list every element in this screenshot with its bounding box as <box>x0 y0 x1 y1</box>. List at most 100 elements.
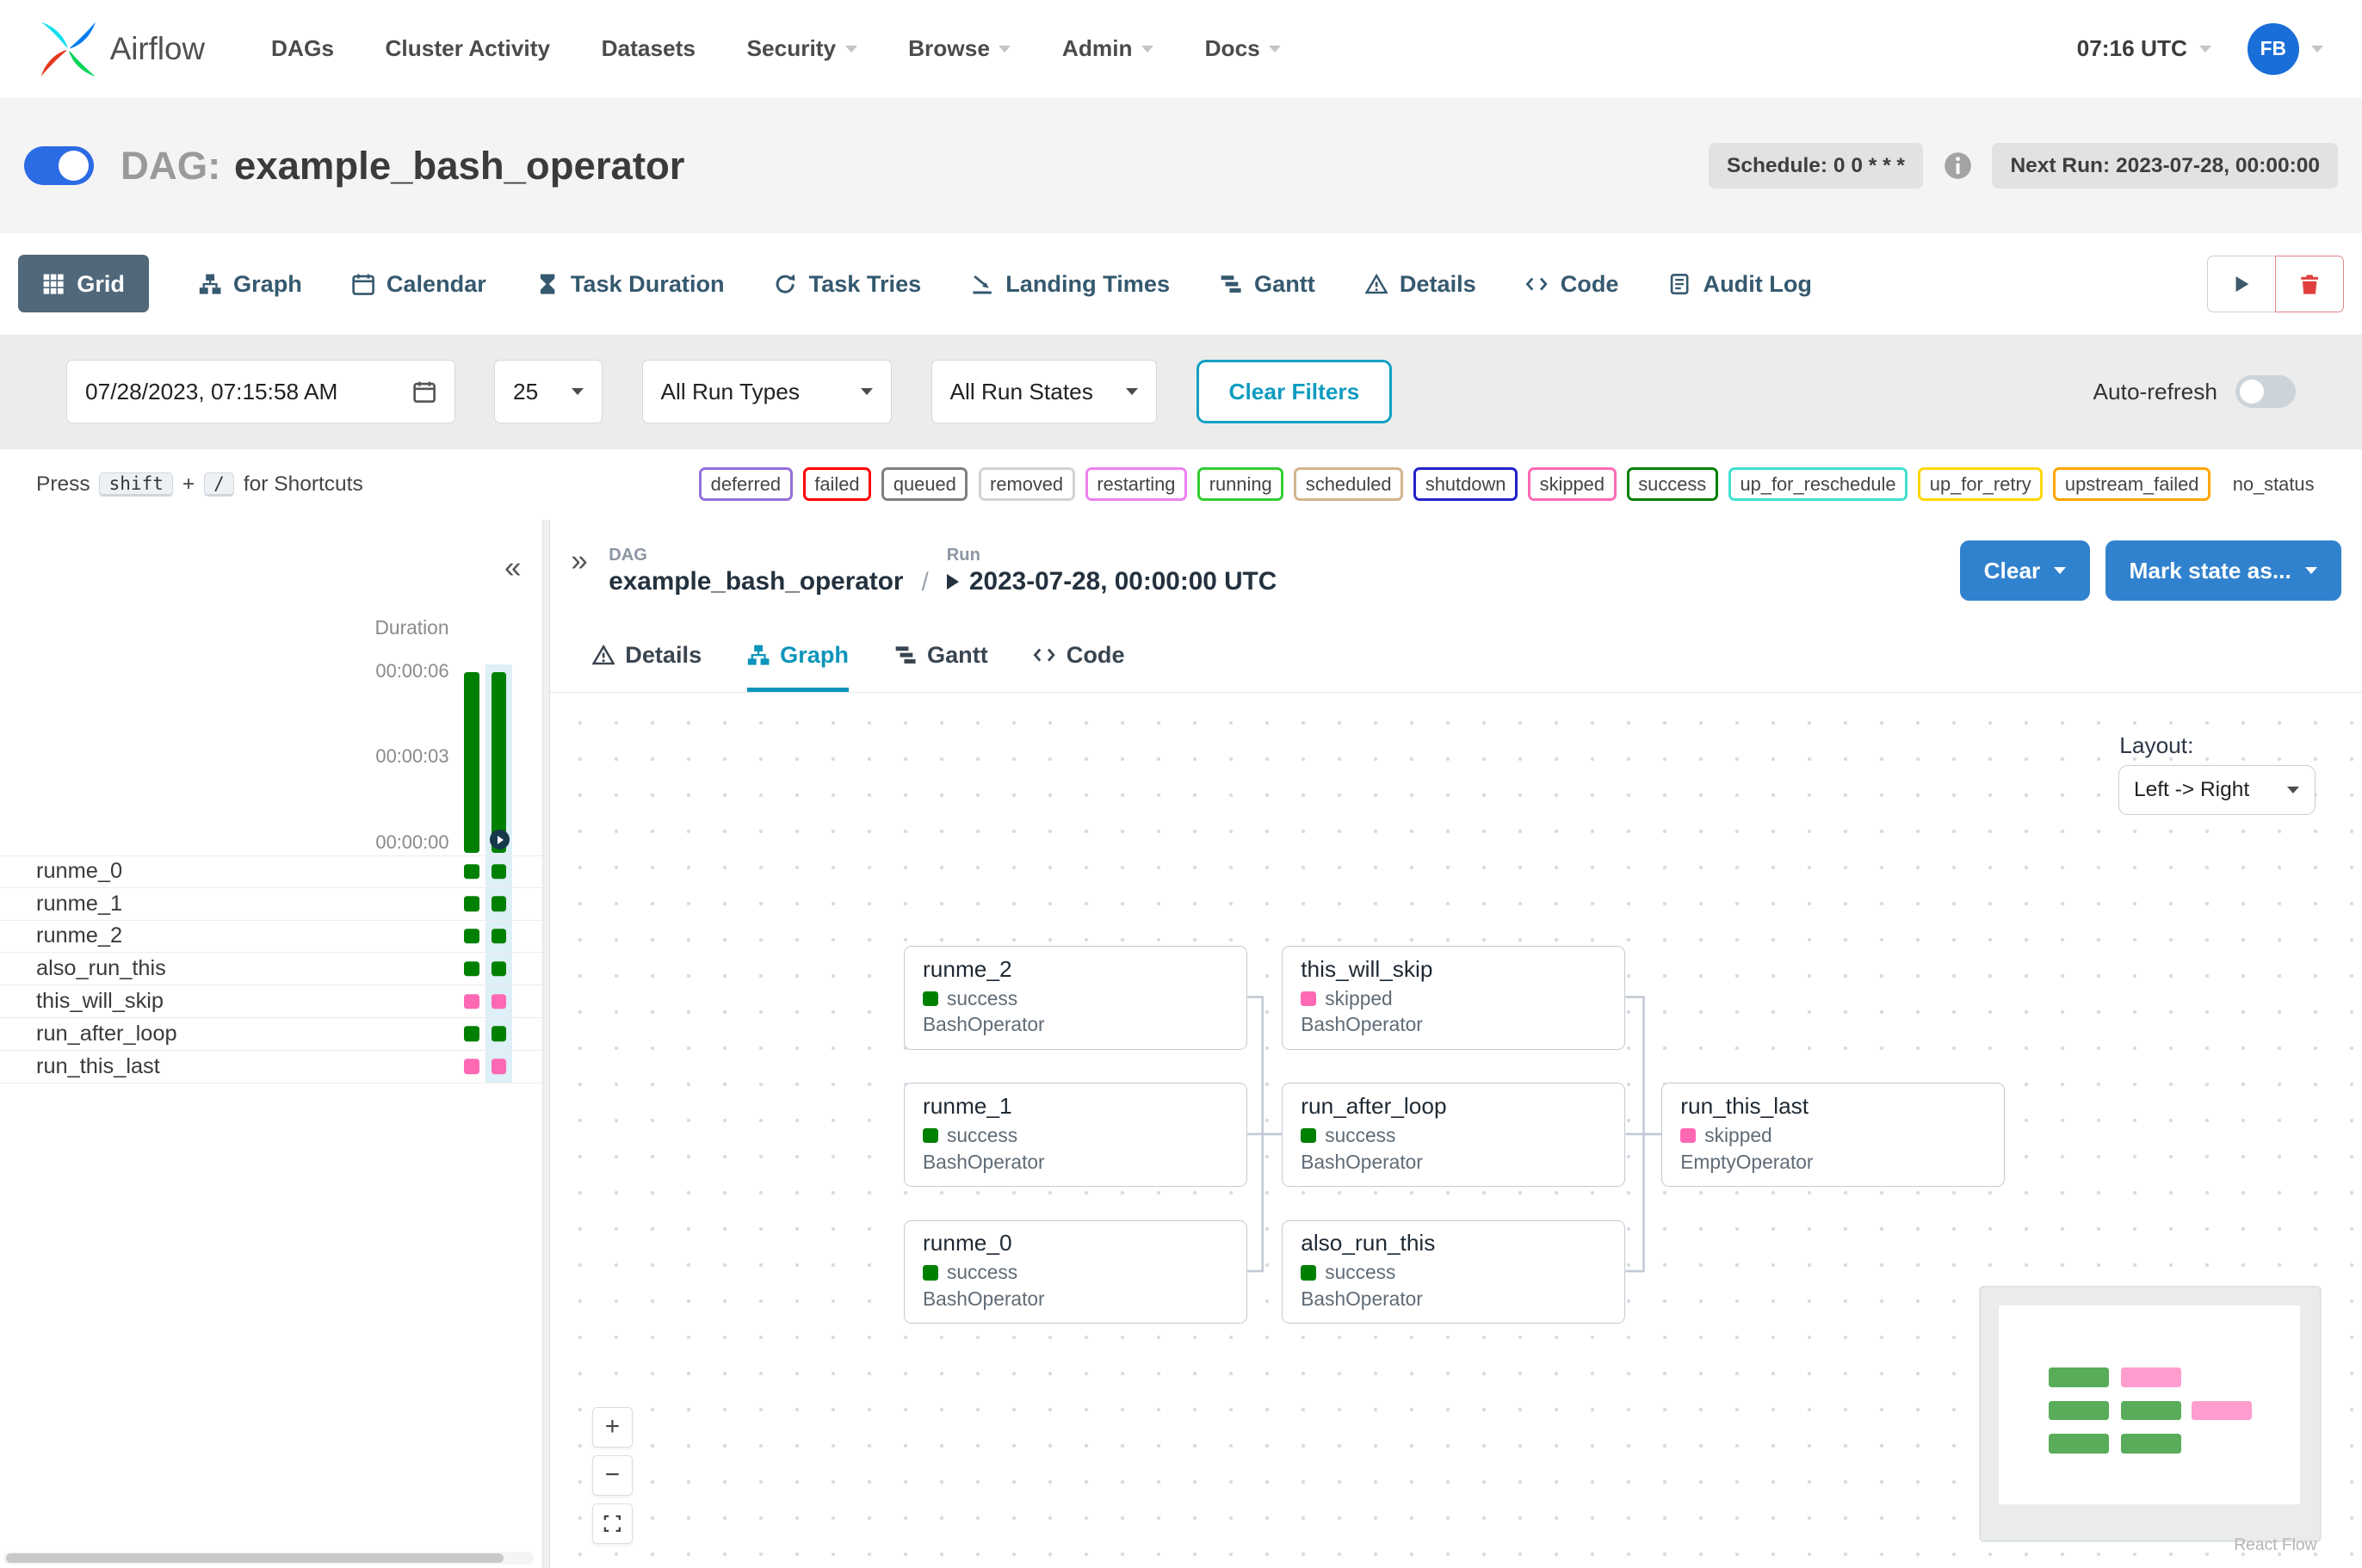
run-tab-graph[interactable]: Graph <box>746 622 849 692</box>
nav-admin[interactable]: Admin <box>1062 35 1154 62</box>
legend-queued[interactable]: queued <box>881 467 968 502</box>
task-instance-square[interactable] <box>491 1059 506 1074</box>
layout-select[interactable]: Left -> Right <box>2118 765 2316 815</box>
clear-run-button[interactable]: Clear <box>1959 540 2091 602</box>
nav-cluster-activity[interactable]: Cluster Activity <box>385 35 551 62</box>
legend-skipped[interactable]: skipped <box>1528 467 1617 502</box>
task-instance-square[interactable] <box>464 993 479 1009</box>
tab-graph[interactable]: Graph <box>199 270 302 298</box>
task-node-runme_2[interactable]: runme_2 success BashOperator <box>904 946 1247 1050</box>
task-node-title: runme_0 <box>923 1230 1012 1256</box>
user-menu[interactable]: FB <box>2248 23 2323 75</box>
task-instance-square[interactable] <box>491 961 506 977</box>
auto-refresh-toggle[interactable] <box>2235 374 2296 409</box>
info-icon[interactable] <box>1943 151 1973 181</box>
legend-restarting[interactable]: restarting <box>1085 467 1187 502</box>
tab-details[interactable]: Details <box>1364 270 1476 298</box>
task-instance-square[interactable] <box>491 1026 506 1042</box>
run-duration-bar-selected[interactable] <box>491 671 506 853</box>
timezone-menu[interactable]: 07:16 UTC <box>2077 35 2211 62</box>
task-row-runme_2[interactable]: runme_2 <box>0 921 542 954</box>
task-row-run_after_loop[interactable]: run_after_loop <box>0 1018 542 1051</box>
delete-dag-button[interactable] <box>2274 255 2344 313</box>
tab-grid[interactable]: Grid <box>18 255 149 313</box>
tab-audit-log[interactable]: Audit Log <box>1668 270 1812 298</box>
zoom-out-button[interactable]: − <box>591 1454 633 1496</box>
legend-up-for-retry[interactable]: up_for_retry <box>1918 467 2044 502</box>
task-instance-square[interactable] <box>464 864 479 880</box>
legend-deferred[interactable]: deferred <box>699 467 793 502</box>
legend-scheduled[interactable]: scheduled <box>1294 467 1404 502</box>
clear-filters-button[interactable]: Clear Filters <box>1196 360 1393 423</box>
run-tab-gantt[interactable]: Gantt <box>894 622 988 692</box>
task-instance-square[interactable] <box>464 1026 479 1042</box>
panel-resize-handle[interactable] <box>542 519 550 1568</box>
layout-value: Left -> Right <box>2134 777 2250 801</box>
chevron-down-icon <box>2054 567 2067 574</box>
run-tab-code[interactable]: Code <box>1033 622 1125 692</box>
graph-canvas[interactable]: Layout: Left -> Right <box>549 693 2362 1568</box>
nav-security[interactable]: Security <box>747 35 857 62</box>
task-instance-square[interactable] <box>491 929 506 944</box>
mark-state-button[interactable]: Mark state as... <box>2105 540 2341 602</box>
legend-no-status[interactable]: no_status <box>2221 467 2326 502</box>
task-node-run_this_last[interactable]: run_this_last skipped EmptyOperator <box>1661 1083 2006 1187</box>
expand-panel-icon[interactable]: » <box>571 543 588 577</box>
nav-docs[interactable]: Docs <box>1205 35 1282 62</box>
react-flow-attribution[interactable]: React Flow <box>2234 1536 2317 1554</box>
task-row-runme_0[interactable]: runme_0 <box>0 855 542 888</box>
fullscreen-button[interactable] <box>591 1503 633 1544</box>
tab-task-tries[interactable]: Task Tries <box>774 270 921 298</box>
task-row-this_will_skip[interactable]: this_will_skip <box>0 985 542 1018</box>
tab-code[interactable]: Code <box>1525 270 1619 298</box>
code-icon <box>1033 648 1055 662</box>
task-node-also_run_this[interactable]: also_run_this success BashOperator <box>1282 1219 1626 1324</box>
legend-success[interactable]: success <box>1626 467 1718 502</box>
task-node-run_after_loop[interactable]: run_after_loop success BashOperator <box>1282 1083 1626 1187</box>
nav-dags[interactable]: DAGs <box>271 35 334 62</box>
task-instance-square[interactable] <box>464 961 479 977</box>
tab-landing-times[interactable]: Landing Times <box>971 270 1170 298</box>
breadcrumb-dag[interactable]: DAG example_bash_operator <box>609 546 903 596</box>
legend-removed[interactable]: removed <box>978 467 1075 502</box>
run-duration-bar[interactable] <box>464 671 479 853</box>
airflow-home-link[interactable]: Airflow <box>40 21 205 78</box>
run-tab-details[interactable]: Details <box>591 622 702 692</box>
base-date-input[interactable]: 07/28/2023, 07:15:58 AM <box>66 360 455 423</box>
task-node-this_will_skip[interactable]: this_will_skip skipped BashOperator <box>1282 946 1626 1050</box>
task-row-also_run_this[interactable]: also_run_this <box>0 953 542 986</box>
legend-failed[interactable]: failed <box>802 467 872 502</box>
task-instance-square[interactable] <box>491 864 506 880</box>
task-node-runme_1[interactable]: runme_1 success BashOperator <box>904 1083 1247 1187</box>
task-instance-square[interactable] <box>464 1059 479 1074</box>
legend-upstream-failed[interactable]: upstream_failed <box>2053 467 2211 502</box>
scrollbar-thumb[interactable] <box>6 1553 504 1563</box>
hourglass-icon <box>540 274 554 294</box>
legend-up-for-reschedule[interactable]: up_for_reschedule <box>1728 467 1908 502</box>
run-types-select[interactable]: All Run Types <box>641 360 892 423</box>
task-instance-square[interactable] <box>491 896 506 911</box>
zoom-in-button[interactable]: + <box>591 1406 633 1448</box>
trigger-dag-button[interactable] <box>2206 255 2277 313</box>
page-size-select[interactable]: 25 <box>494 360 603 423</box>
tab-gantt[interactable]: Gantt <box>1220 270 1315 298</box>
tab-task-duration[interactable]: Task Duration <box>536 270 725 298</box>
legend-shutdown[interactable]: shutdown <box>1413 467 1518 502</box>
collapse-grid-icon[interactable]: « <box>504 551 522 585</box>
dag-pause-toggle[interactable] <box>24 145 94 186</box>
nav-browse[interactable]: Browse <box>908 35 1011 62</box>
task-instance-square[interactable] <box>491 993 506 1009</box>
task-row-runme_1[interactable]: runme_1 <box>0 888 542 921</box>
task-node-runme_0[interactable]: runme_0 success BashOperator <box>904 1219 1247 1324</box>
legend-running[interactable]: running <box>1197 467 1284 502</box>
task-row-run_this_last[interactable]: run_this_last <box>0 1051 542 1083</box>
dag-header: DAG: example_bash_operator Schedule: 0 0… <box>0 97 2362 234</box>
nav-datasets[interactable]: Datasets <box>601 35 696 62</box>
run-states-select[interactable]: All Run States <box>931 360 1157 423</box>
tab-calendar[interactable]: Calendar <box>351 270 486 298</box>
breadcrumb-run[interactable]: Run 2023-07-28, 00:00:00 UTC <box>946 546 1277 596</box>
graph-minimap[interactable] <box>1981 1287 2320 1541</box>
trash-icon <box>2300 275 2318 294</box>
task-instance-square[interactable] <box>464 896 479 911</box>
task-instance-square[interactable] <box>464 929 479 944</box>
